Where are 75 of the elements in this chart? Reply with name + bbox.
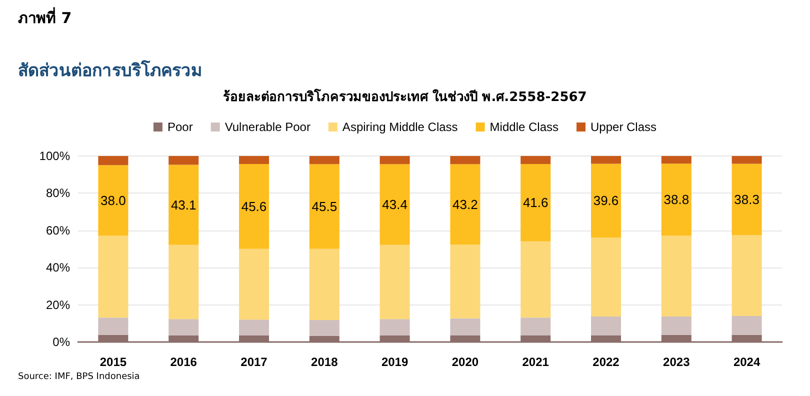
legend-label: Vulnerable Poor	[224, 120, 310, 134]
bar	[98, 156, 128, 166]
legend-label: Aspiring Middle Class	[342, 120, 458, 134]
bar	[380, 156, 410, 164]
bar	[732, 235, 762, 316]
bar	[591, 164, 621, 238]
y-tick-label: 100%	[39, 149, 70, 163]
bar	[168, 319, 199, 336]
bar	[520, 318, 551, 336]
data-label: 43.2	[452, 196, 478, 212]
legend-label: Middle Class	[490, 120, 559, 134]
bar	[450, 164, 480, 245]
bar	[661, 164, 692, 236]
bar	[168, 164, 199, 245]
bar	[591, 156, 621, 164]
bar	[98, 236, 128, 318]
x-tick-label: 2017	[240, 355, 268, 369]
bar	[661, 236, 692, 317]
data-label: 45.6	[241, 198, 267, 214]
chart-subtitle: สัดส่วนต่อการบริโภครวม	[18, 59, 202, 83]
x-tick-label: 2024	[733, 355, 760, 369]
x-tick-label: 2016	[170, 355, 198, 369]
bar	[520, 156, 551, 164]
bar	[309, 156, 340, 164]
bar	[239, 156, 269, 164]
bar	[98, 165, 128, 236]
data-label: 39.6	[593, 193, 619, 208]
bar	[450, 244, 480, 318]
y-tick-label: 0%	[52, 335, 70, 349]
bar	[168, 244, 199, 320]
y-tick-label: 40%	[46, 260, 70, 275]
bar	[239, 164, 269, 249]
bar	[168, 156, 199, 165]
bar	[520, 241, 551, 318]
bar	[520, 164, 551, 242]
data-label: 43.1	[170, 197, 196, 212]
bar	[732, 316, 762, 335]
data-label: 43.4	[382, 197, 408, 212]
legend-label: Upper Class	[590, 120, 657, 134]
bar	[309, 320, 340, 336]
text: ร้อยละต่อการบริโภครวมของประเทศ ในช่วงปี พ.ศ.2558-2567	[223, 88, 587, 105]
data-label: 38.3	[734, 192, 760, 207]
chart-title: ภาพที่ 7	[18, 6, 72, 29]
bar	[380, 244, 410, 320]
bar	[591, 316, 621, 336]
bar	[450, 156, 480, 164]
y-tick-label: 80%	[46, 186, 70, 200]
bar	[732, 164, 762, 236]
data-label: 38.0	[100, 192, 126, 208]
bar	[239, 248, 269, 320]
data-label: 41.6	[522, 195, 548, 210]
bar	[661, 316, 692, 335]
bar	[309, 248, 340, 320]
bar	[732, 156, 762, 164]
bar	[239, 320, 269, 336]
data-label: 45.5	[312, 199, 338, 214]
legend-label: Poor	[167, 120, 193, 134]
bar	[661, 156, 692, 164]
y-tick-label: 20%	[46, 298, 70, 312]
x-tick-label: 2020	[452, 355, 479, 369]
y-tick-label: 60%	[46, 223, 70, 238]
x-tick-label: 2021	[522, 355, 550, 369]
bar	[98, 318, 128, 335]
data-label: 38.8	[664, 192, 690, 208]
bar	[380, 164, 410, 245]
x-tick-label: 2022	[592, 355, 620, 369]
x-tick-label: 2015	[100, 355, 127, 369]
bar	[309, 164, 340, 249]
bar	[380, 319, 410, 336]
bar	[591, 237, 621, 317]
bar	[450, 318, 480, 336]
x-tick-label: 2018	[311, 355, 338, 369]
x-tick-label: 2019	[381, 355, 408, 369]
source-note: Source: IMF, BPS Indonesia	[18, 372, 140, 382]
x-tick-label: 2023	[663, 355, 690, 369]
